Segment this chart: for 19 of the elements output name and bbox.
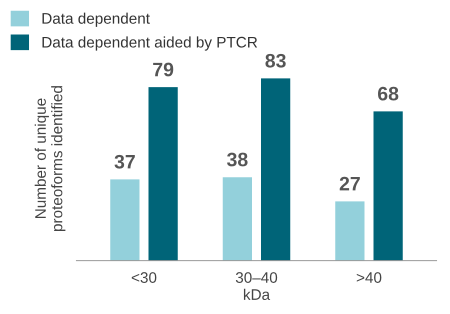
bar [110,179,140,261]
bar [148,87,178,261]
x-axis-title: kDa [244,288,270,300]
data-label: 68 [378,86,398,101]
legend-label: Data dependent [42,12,150,27]
legend-label: Data dependent aided by PTCR [42,36,258,51]
data-label: 38 [227,152,248,166]
x-tick-label: 30–40 [236,272,278,283]
data-label: 37 [114,154,135,169]
data-label: 79 [153,62,174,76]
data-label: 27 [340,176,360,190]
x-tick-label: <30 [132,272,156,283]
data-label: 83 [265,54,286,68]
bar [374,111,403,261]
x-tick-label: >40 [356,272,382,283]
y-axis-title: Number of unique proteoforms identified [34,86,66,232]
bar [222,177,252,261]
bar [335,201,364,261]
bar [261,78,290,261]
